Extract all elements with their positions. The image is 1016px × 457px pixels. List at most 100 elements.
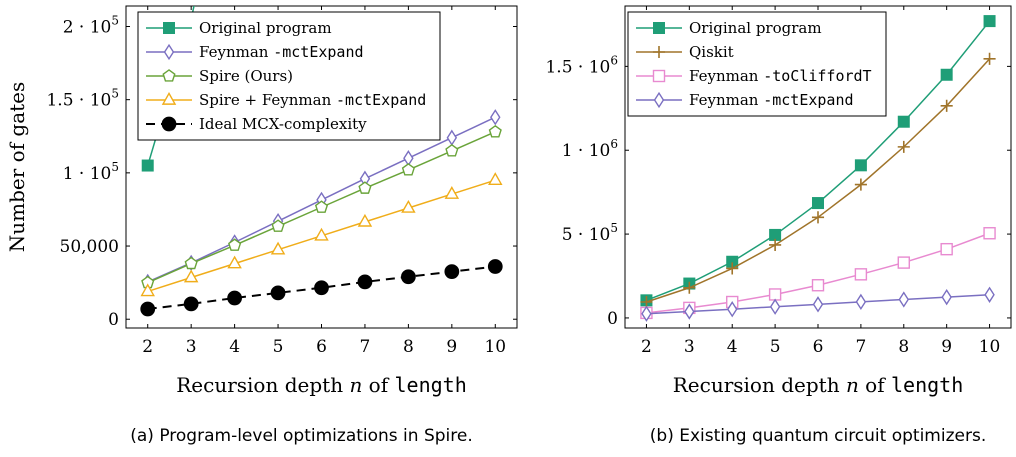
x-tick-label: 5 [770,337,781,357]
legend-label: Original program [199,19,332,37]
data-point [769,298,781,315]
data-point [183,269,199,283]
legend-label-part: -mctExpand [336,91,426,109]
legend: Original program Qiskit Feynman -toCliffor… [627,11,887,117]
y-tick-label: 0 [108,310,119,330]
x-tick-label: 9 [446,337,457,357]
data-point [897,115,910,128]
data-point [271,219,285,232]
legend-label-part: Feynman [199,43,273,61]
data-point [357,213,373,227]
x-tick-label: 4 [727,337,738,357]
y-tick-label: 1.5 · 105 [46,87,119,111]
data-point [140,283,155,297]
x-tick-label: 4 [229,337,240,357]
y-tick-label-exp: 6 [610,137,618,151]
y-tick-label-base: 1.5 · 10 [545,57,610,77]
x-tick-label: 3 [684,337,695,357]
legend-marker [162,69,176,82]
legend-label: Feynman -toCliffordT [689,67,872,85]
data-point [769,238,782,252]
data-point [488,124,502,138]
y-tick-label-base: 0 [108,310,119,330]
legend-label: Feynman -mctExpand [689,91,854,109]
x-tick-label: 2 [142,337,153,357]
data-point [940,242,953,256]
legend-marker [653,91,665,109]
legend-label: Feynman -mctExpand [199,43,364,61]
data-point [854,159,867,172]
data-point [983,227,996,240]
y-tick-label: 0 [607,309,618,329]
data-point [855,293,867,311]
data-point [684,303,695,320]
data-point [897,140,910,153]
data-point [140,301,156,317]
plot-area [640,15,996,322]
plot-area [140,6,503,317]
data-point [401,269,416,285]
data-point [812,296,824,313]
legend-label-part: Spire + Feynman [199,91,336,109]
x-tick-label: 6 [813,337,824,357]
data-point [898,291,910,308]
data-point [983,15,996,28]
x-tick-label: 7 [855,337,866,357]
data-point [768,288,782,301]
data-point [228,238,242,251]
data-point [941,288,952,306]
legend-label: Original program [689,19,822,37]
data-point [358,181,372,194]
data-point [811,211,825,224]
figure-caption: (a) Program-level optimizations in Spire… [130,426,473,446]
y-tick-label-base: 2 · 10 [63,17,112,37]
data-point [444,186,460,199]
series-3 [140,172,503,297]
y-tick-label: 1 · 105 [63,160,119,184]
x-axis-label-part: length [395,373,467,397]
y-tick-label: 1 · 106 [562,137,618,161]
y-tick-label-base: 0 [607,309,618,329]
x-tick-label: 2 [641,337,652,357]
data-point [984,286,995,303]
data-point [488,172,503,185]
legend-label-part: Original program [689,19,822,37]
legend-label-part: Feynman [689,91,763,109]
y-tick-label-exp: 5 [111,13,119,27]
x-axis-label-part: of [362,373,394,397]
data-point [227,255,242,269]
data-point [314,200,329,213]
data-point [854,178,867,191]
data-point [897,256,910,269]
x-tick-label: 6 [316,337,327,357]
y-tick-label: 1.5 · 106 [545,53,618,77]
legend-label-part: -toCliffordT [763,67,871,85]
y-tick-label: 2 · 105 [63,13,119,37]
data-point [270,285,286,301]
series-2 [141,124,502,289]
data-point [446,129,458,146]
data-point [641,305,652,322]
data-point [683,281,696,294]
data-point [983,52,996,65]
x-axis-label-part: Recursion depth [673,373,846,397]
legend-label-part: -mctExpand [273,43,363,61]
y-tick-label-exp: 6 [610,53,618,67]
data-point [726,301,738,318]
data-point [227,290,242,306]
y-tick-label-base: 1 · 10 [63,164,112,184]
data-point [444,264,460,280]
x-axis-label-part: Recursion depth [176,373,349,397]
legend-label-part: Ideal MCX-complexity [199,115,367,133]
data-point [184,256,198,270]
legend-label-part: Feynman [689,67,763,85]
legend-marker [653,22,665,34]
legend-marker [652,69,666,83]
legend-label-part: Spire (Ours) [199,67,293,85]
x-tick-label: 9 [941,337,952,357]
x-axis-label-part: of [859,373,891,397]
y-tick-label-base: 50,000 [60,237,119,257]
